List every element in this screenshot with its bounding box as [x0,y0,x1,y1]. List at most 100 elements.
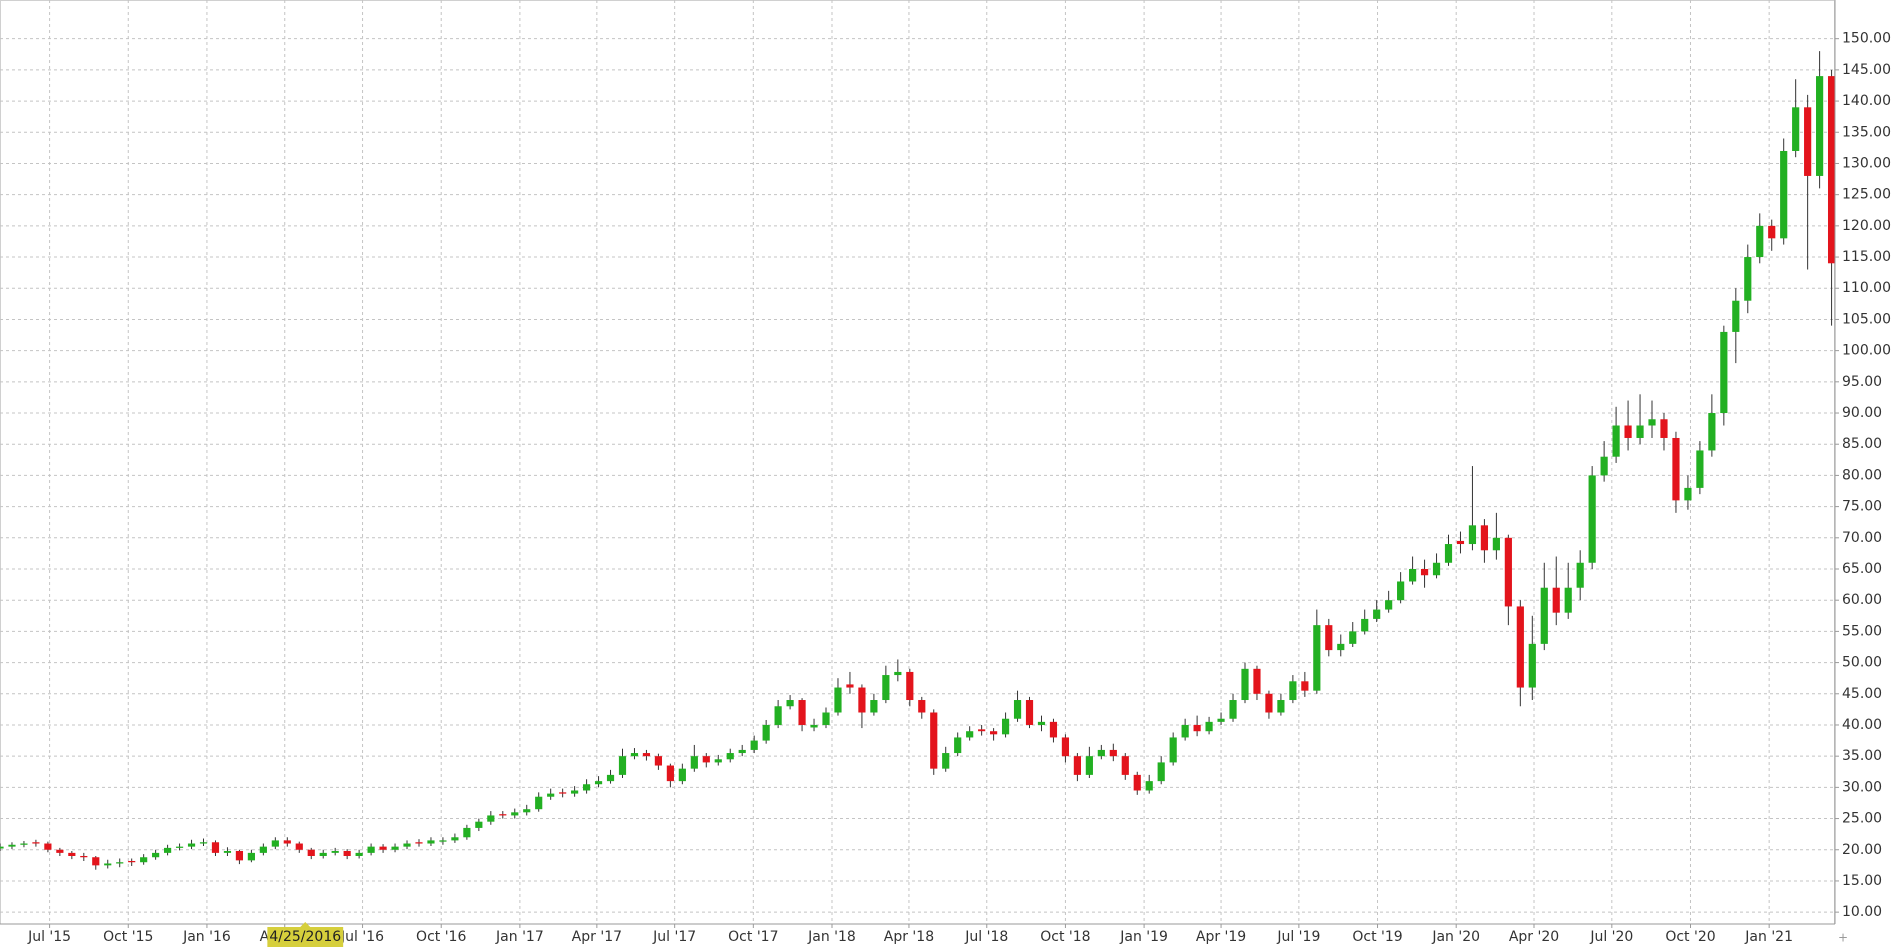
candle-body [1085,756,1093,775]
candle-body [116,862,124,864]
candle-body [894,671,902,676]
y-tick-label: 120.00 [1842,218,1891,234]
candle-body [32,842,40,844]
candle-body [858,687,866,713]
candle-body [1792,107,1800,151]
candle-body [1804,107,1812,176]
candle-body [68,852,76,856]
x-tick-label: Apr '18 [884,929,934,945]
candle-body [738,749,746,754]
candle-body [1624,425,1632,438]
candle-body [1325,625,1333,651]
y-tick-label: 85.00 [1842,436,1882,452]
y-tick-label: 35.00 [1842,748,1882,764]
candle-body [906,671,914,701]
candle-body [1241,668,1249,701]
candle-body [331,851,339,853]
crosshair-label: 4/25/2016 [267,922,344,947]
candle-body [1588,475,1596,563]
candle-body [1492,537,1500,551]
candle-body [211,842,220,853]
candle-body [355,852,363,856]
x-tick-label: Apr '20 [1509,929,1559,945]
x-tick-label: Oct '16 [416,929,466,945]
candle-body [175,846,184,848]
x-tick-label: Jul '19 [1276,929,1320,945]
y-tick-label: 150.00 [1842,31,1891,47]
y-tick-label: 130.00 [1842,155,1891,171]
candle-body [714,759,722,763]
candle-body [235,851,244,861]
candle-body [1049,721,1058,738]
candle-body [1385,600,1393,610]
crosshair-box [267,927,344,947]
candle-body [1780,150,1788,239]
candle-body [1181,724,1189,738]
candle-body [1564,587,1572,613]
y-tick-label: 125.00 [1842,187,1891,203]
candle-body [1097,749,1105,757]
candle-body [307,849,315,856]
y-tick-label: 145.00 [1842,62,1891,78]
y-tick-label: 75.00 [1842,499,1882,515]
candle-body [463,827,471,838]
candle-body [1193,724,1201,732]
candle-body [1205,721,1213,732]
candle-body [140,857,148,863]
candle-body [1708,413,1716,451]
candle-body [427,840,435,844]
candle-body [571,790,579,794]
candle-body [1397,581,1405,601]
candle-body [44,843,52,850]
candle-body [1468,525,1477,545]
candles [0,51,1836,870]
y-tick-label: 15.00 [1842,873,1882,889]
candle-body [666,765,674,782]
candle-body [547,793,555,797]
candle-body [128,860,136,863]
candle-body [451,837,459,841]
candle-body [594,781,603,785]
candle-body [1157,762,1165,782]
x-tick-label: Jan '18 [807,929,856,945]
candle-body [1528,643,1536,688]
x-tick-label: Oct '19 [1352,929,1402,945]
candle-body [1696,450,1704,488]
y-tick-label: 60.00 [1842,592,1882,608]
candle-body [0,846,4,849]
candle-body [1265,693,1273,713]
y-tick-label: 50.00 [1842,655,1882,671]
candle-body [511,812,519,816]
candle-body [1432,562,1441,576]
candle-body [966,731,974,738]
candle-body [810,724,818,728]
x-tick-label: Jan '20 [1431,929,1480,945]
candle-body [990,731,998,735]
candle-body [1672,437,1680,501]
x-tick-label: Apr '17 [572,929,622,945]
candle-body [1013,700,1022,719]
candle-body [654,756,663,766]
candle-body [918,700,926,713]
candle-body [415,842,423,844]
x-tick-label: Oct '15 [103,929,153,945]
candle-body [978,729,986,732]
candle-body [1109,749,1117,757]
candle-body [1061,737,1070,757]
candle-body [1408,568,1417,582]
candle-body [164,847,172,853]
y-tick-label: 95.00 [1842,374,1882,390]
plot-area [0,0,1835,925]
candle-body [1373,609,1381,619]
y-tick-label: 20.00 [1842,842,1882,858]
candle-body [702,756,710,763]
candle-body [104,863,112,866]
candle-body [786,700,794,707]
candle-body [1684,487,1692,501]
candle-body [618,756,627,775]
candle-body [271,840,279,847]
x-tick-label: Jul '15 [27,929,71,945]
y-tick-label: 45.00 [1842,686,1882,702]
candle-body [846,684,854,688]
